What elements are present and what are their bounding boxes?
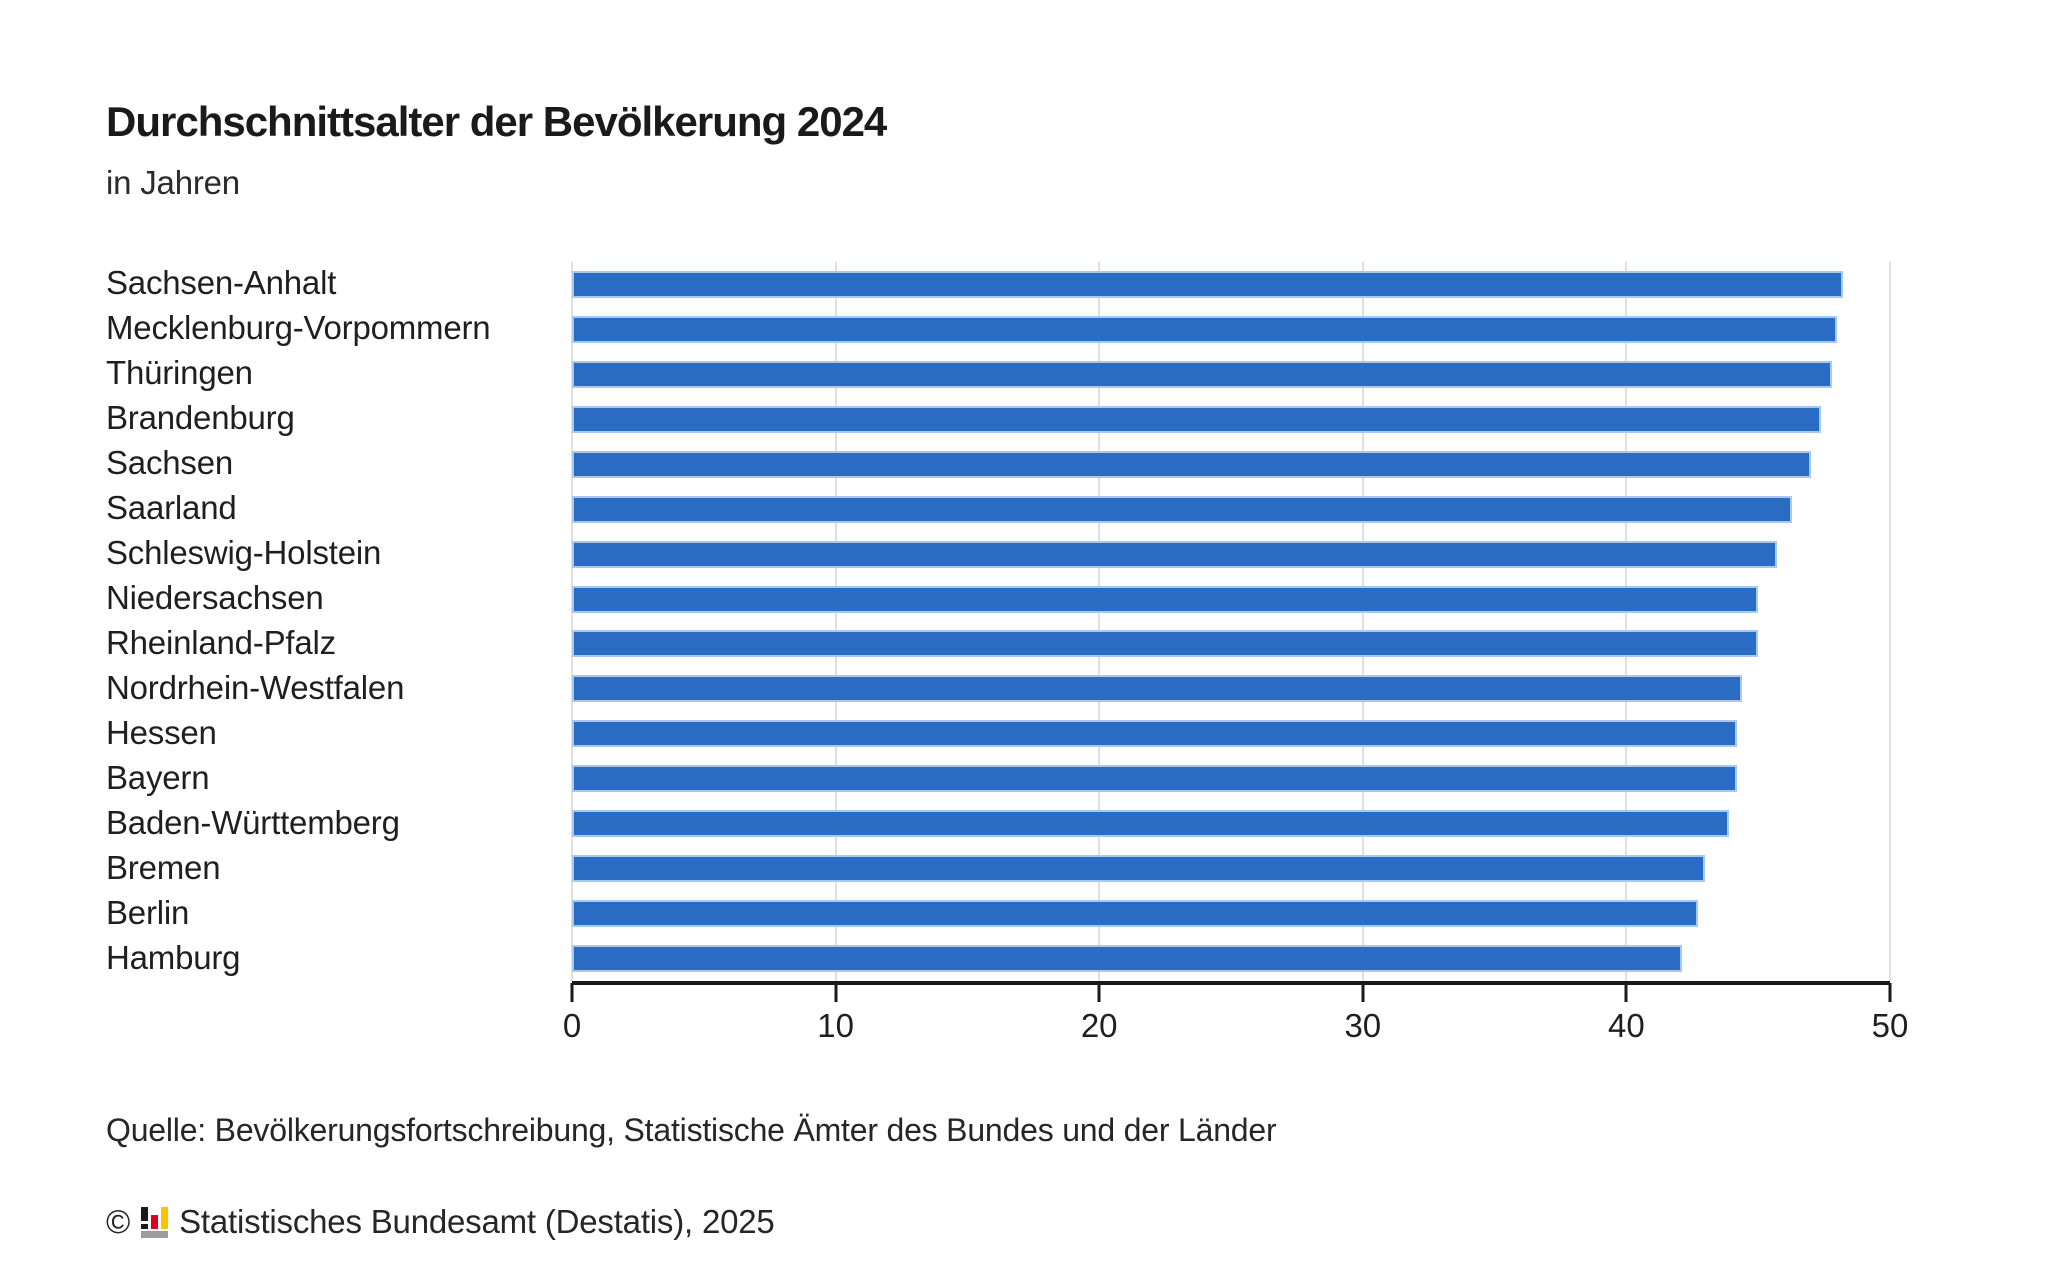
x-axis-tick-label: 20	[1080, 1007, 1118, 1044]
bar-hamburg	[572, 945, 1682, 973]
x-axis-tick-label: 30	[1344, 1007, 1382, 1044]
gridline	[1361, 262, 1364, 981]
category-label: Berlin	[106, 893, 190, 931]
bar-niedersachsen	[572, 585, 1759, 613]
bar-mecklenburg-vorpommern	[572, 315, 1838, 343]
x-axis-tick-label: 50	[1871, 1007, 1909, 1044]
bar-th-ringen	[572, 360, 1832, 388]
bar-nordrhein-westfalen	[572, 675, 1743, 703]
bar-sachsen	[572, 450, 1811, 478]
bar-berlin	[572, 900, 1698, 928]
footer: © Statistisches Bundesamt (Destatis), 20…	[106, 1203, 775, 1241]
category-label: Niedersachsen	[106, 579, 324, 617]
x-axis-tick	[1624, 983, 1628, 1002]
x-axis-tick	[1888, 983, 1892, 1002]
gridline	[834, 262, 837, 981]
x-axis-tick	[834, 983, 838, 1002]
category-label: Baden-Württemberg	[106, 803, 400, 841]
category-label: Hessen	[106, 714, 217, 752]
logo-base	[141, 1231, 169, 1238]
category-label: Thüringen	[106, 354, 253, 392]
category-label: Schleswig-Holstein	[106, 534, 382, 572]
gridline	[1889, 262, 1891, 981]
category-label: Rheinland-Pfalz	[106, 624, 336, 662]
source-note: Quelle: Bevölkerungsfortschreibung, Stat…	[106, 1112, 1277, 1148]
bar-bayern	[572, 765, 1738, 793]
plot-area	[571, 262, 1891, 981]
copyright-symbol: ©	[106, 1203, 131, 1240]
bar-bremen	[572, 855, 1706, 883]
gridline	[1625, 262, 1628, 981]
x-axis-tick	[1097, 983, 1101, 1002]
logo-bar-black	[141, 1207, 149, 1229]
bar-rheinland-pfalz	[572, 630, 1759, 658]
category-label: Sachsen-Anhalt	[106, 264, 337, 302]
x-axis-line	[572, 981, 1890, 985]
x-axis-tick-label: 0	[562, 1007, 582, 1044]
logo-bar-red	[151, 1215, 159, 1229]
bar-baden-w-rttemberg	[572, 810, 1730, 838]
gridline	[1098, 262, 1101, 981]
x-axis-tick-label: 40	[1608, 1007, 1645, 1044]
gridline	[571, 262, 573, 981]
category-label: Brandenburg	[106, 399, 295, 437]
x-axis-tick	[570, 983, 574, 1002]
chart-title: Durchschnittsalter der Bevölkerung 2024	[106, 98, 887, 145]
bar-sachsen-anhalt	[572, 270, 1843, 298]
logo-bar-gold	[161, 1207, 169, 1229]
category-label: Sachsen	[106, 444, 234, 482]
destatis-logo-bars	[141, 1206, 169, 1229]
bar-schleswig-holstein	[572, 540, 1777, 568]
x-axis-tick-label: 10	[817, 1007, 854, 1044]
x-axis-tick	[1361, 983, 1365, 1002]
category-label: Mecklenburg-Vorpommern	[106, 309, 491, 347]
category-label: Saarland	[106, 489, 237, 527]
category-label: Bayern	[106, 759, 210, 797]
category-label: Hamburg	[106, 938, 241, 976]
bar-brandenburg	[572, 405, 1822, 433]
chart-subtitle: in Jahren	[106, 164, 240, 201]
category-label: Bremen	[106, 848, 221, 886]
publisher-text: Statistisches Bundesamt (Destatis), 2025	[179, 1203, 775, 1240]
bar-saarland	[572, 495, 1793, 523]
bar-hessen	[572, 720, 1738, 748]
destatis-logo-icon	[141, 1206, 169, 1238]
category-label: Nordrhein-Westfalen	[106, 669, 405, 707]
